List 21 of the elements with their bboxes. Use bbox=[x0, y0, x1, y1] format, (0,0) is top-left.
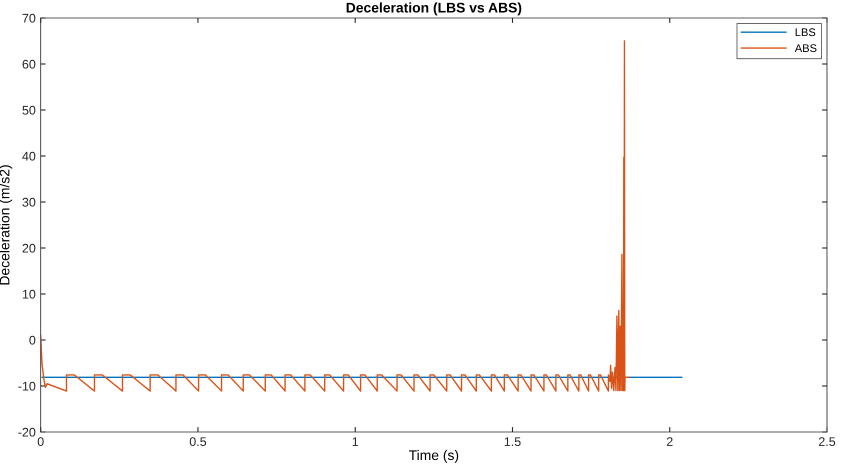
y-tick-label: 40 bbox=[22, 152, 36, 161]
line-series bbox=[40, 40, 630, 392]
y-tick-label: 70 bbox=[22, 14, 36, 23]
x-tick-label: 1 bbox=[352, 437, 358, 446]
x-axis-title: Time (s) bbox=[408, 450, 458, 463]
legend-label: LBS bbox=[796, 28, 816, 36]
x-tick-label: 0.5 bbox=[190, 437, 206, 446]
y-tick-label: -20 bbox=[18, 428, 36, 437]
y-tick-label: 30 bbox=[22, 198, 36, 207]
y-tick-label: 50 bbox=[22, 106, 36, 115]
legend-label: ABS bbox=[794, 44, 816, 52]
y-tick-label: 20 bbox=[22, 244, 36, 253]
x-tick-label: 2.5 bbox=[818, 437, 836, 446]
y-tick-label: 60 bbox=[22, 60, 36, 69]
x-tick-label: 0 bbox=[38, 437, 44, 446]
y-tick-label: -10 bbox=[18, 382, 36, 391]
chart-title: Deceleration (LBS vs ABS) bbox=[346, 2, 522, 16]
y-tick-label: 0 bbox=[29, 336, 36, 345]
x-tick-label: 1.5 bbox=[504, 437, 521, 446]
y-tick-label: 10 bbox=[22, 290, 36, 299]
x-tick-label: 2 bbox=[666, 437, 673, 446]
